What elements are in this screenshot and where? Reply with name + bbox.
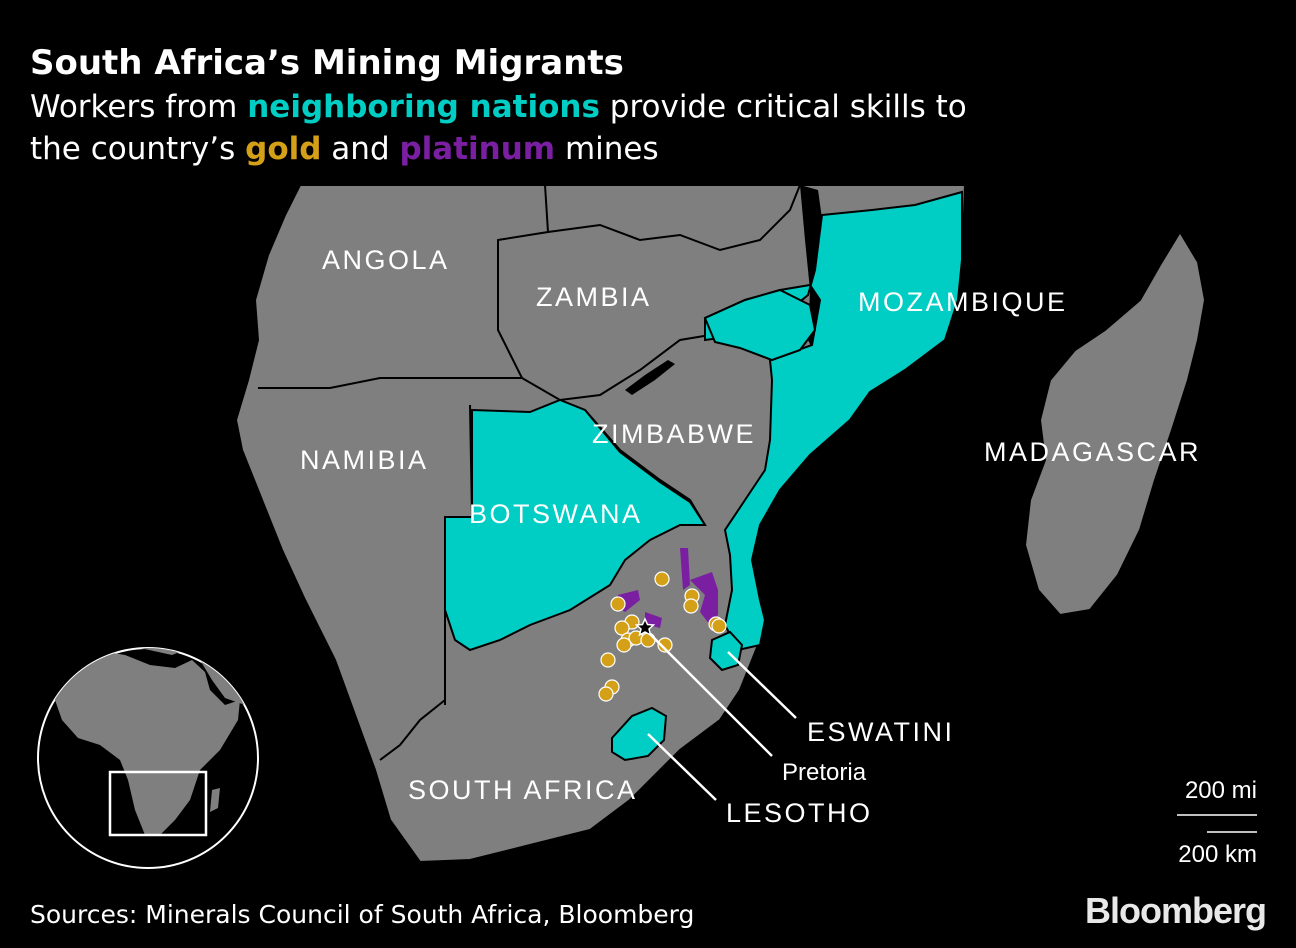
label-eswatini: ESWATINI: [807, 717, 955, 747]
label-pretoria: Pretoria: [782, 759, 867, 786]
subtitle-highlight-gold: gold: [245, 131, 322, 167]
gold-mine-dot: [711, 618, 727, 634]
inset-globe: [37, 647, 259, 869]
label-zambia: ZAMBIA: [536, 282, 652, 312]
star-icon: [634, 617, 656, 637]
label-madagascar: MADAGASCAR: [984, 437, 1201, 467]
botswana-shape: [444, 398, 707, 652]
label-zimbabwe: ZIMBABWE: [592, 419, 756, 449]
label-lesotho: LESOTHO: [726, 798, 873, 828]
label-angola: ANGOLA: [322, 245, 450, 275]
gold-mine-dot: [614, 620, 630, 636]
platinum-area-north: [680, 548, 690, 590]
inset-madagascar: [210, 788, 220, 812]
scale-miles-label: 200 mi: [1185, 777, 1257, 804]
platinum-area-east: [690, 572, 718, 625]
mozambique-tete: [703, 288, 817, 362]
eswatini-shape: [708, 630, 744, 672]
gold-mine-dot: [616, 637, 632, 653]
subtitle-text-3: the country’s: [30, 131, 246, 167]
label-botswana: BOTSWANA: [469, 499, 643, 529]
source-note: Sources: Minerals Council of South Afric…: [30, 900, 695, 929]
label-south-africa: SOUTH AFRICA: [408, 775, 638, 805]
gold-mine-dot: [598, 686, 614, 702]
border-namibia-southafrica: [379, 699, 446, 761]
scale-km-label: 200 km: [1178, 841, 1257, 868]
subtitle-highlight-neighbors: neighboring nations: [247, 89, 600, 125]
border-zambia-north: [547, 185, 801, 252]
subtitle-highlight-platinum: platinum: [399, 131, 556, 167]
inset-africa: [55, 650, 240, 835]
bloomberg-logo: Bloomberg: [1084, 890, 1267, 931]
chart-title: South Africa’s Mining Migrants: [30, 43, 624, 83]
leader-line-eswatini: [727, 651, 797, 719]
leader-line-pretoria: [649, 633, 773, 757]
header: South Africa’s Mining Migrants Workers f…: [30, 40, 1230, 170]
subtitle-text-4: and: [321, 131, 400, 167]
gold-mine-dot: [610, 596, 626, 612]
label-namibia: NAMIBIA: [300, 445, 429, 475]
gold-mine-dot: [683, 598, 699, 614]
subtitle-text-2: provide critical skills to: [599, 89, 967, 125]
inset-europe: [70, 648, 190, 655]
madagascar-shape: [1023, 230, 1207, 617]
border-zambia-south: [521, 334, 711, 402]
gold-mine-dot: [640, 632, 656, 648]
leader-line-lesotho: [647, 733, 717, 801]
gold-mine-dots: [598, 571, 727, 702]
gold-mine-dot: [657, 637, 673, 653]
label-mozambique: MOZAMBIQUE: [858, 287, 1068, 317]
gold-mine-dot: [600, 652, 616, 668]
subtitle-text-5: mines: [555, 131, 659, 167]
chart-subtitle: Workers from neighboring nations provide…: [30, 86, 1230, 170]
inset-extent-box: [108, 770, 208, 837]
lesotho-shape: [611, 706, 668, 762]
lake-kariba: [625, 360, 675, 395]
gold-mine-dot: [654, 571, 670, 587]
subtitle-text-1: Workers from: [30, 89, 248, 125]
